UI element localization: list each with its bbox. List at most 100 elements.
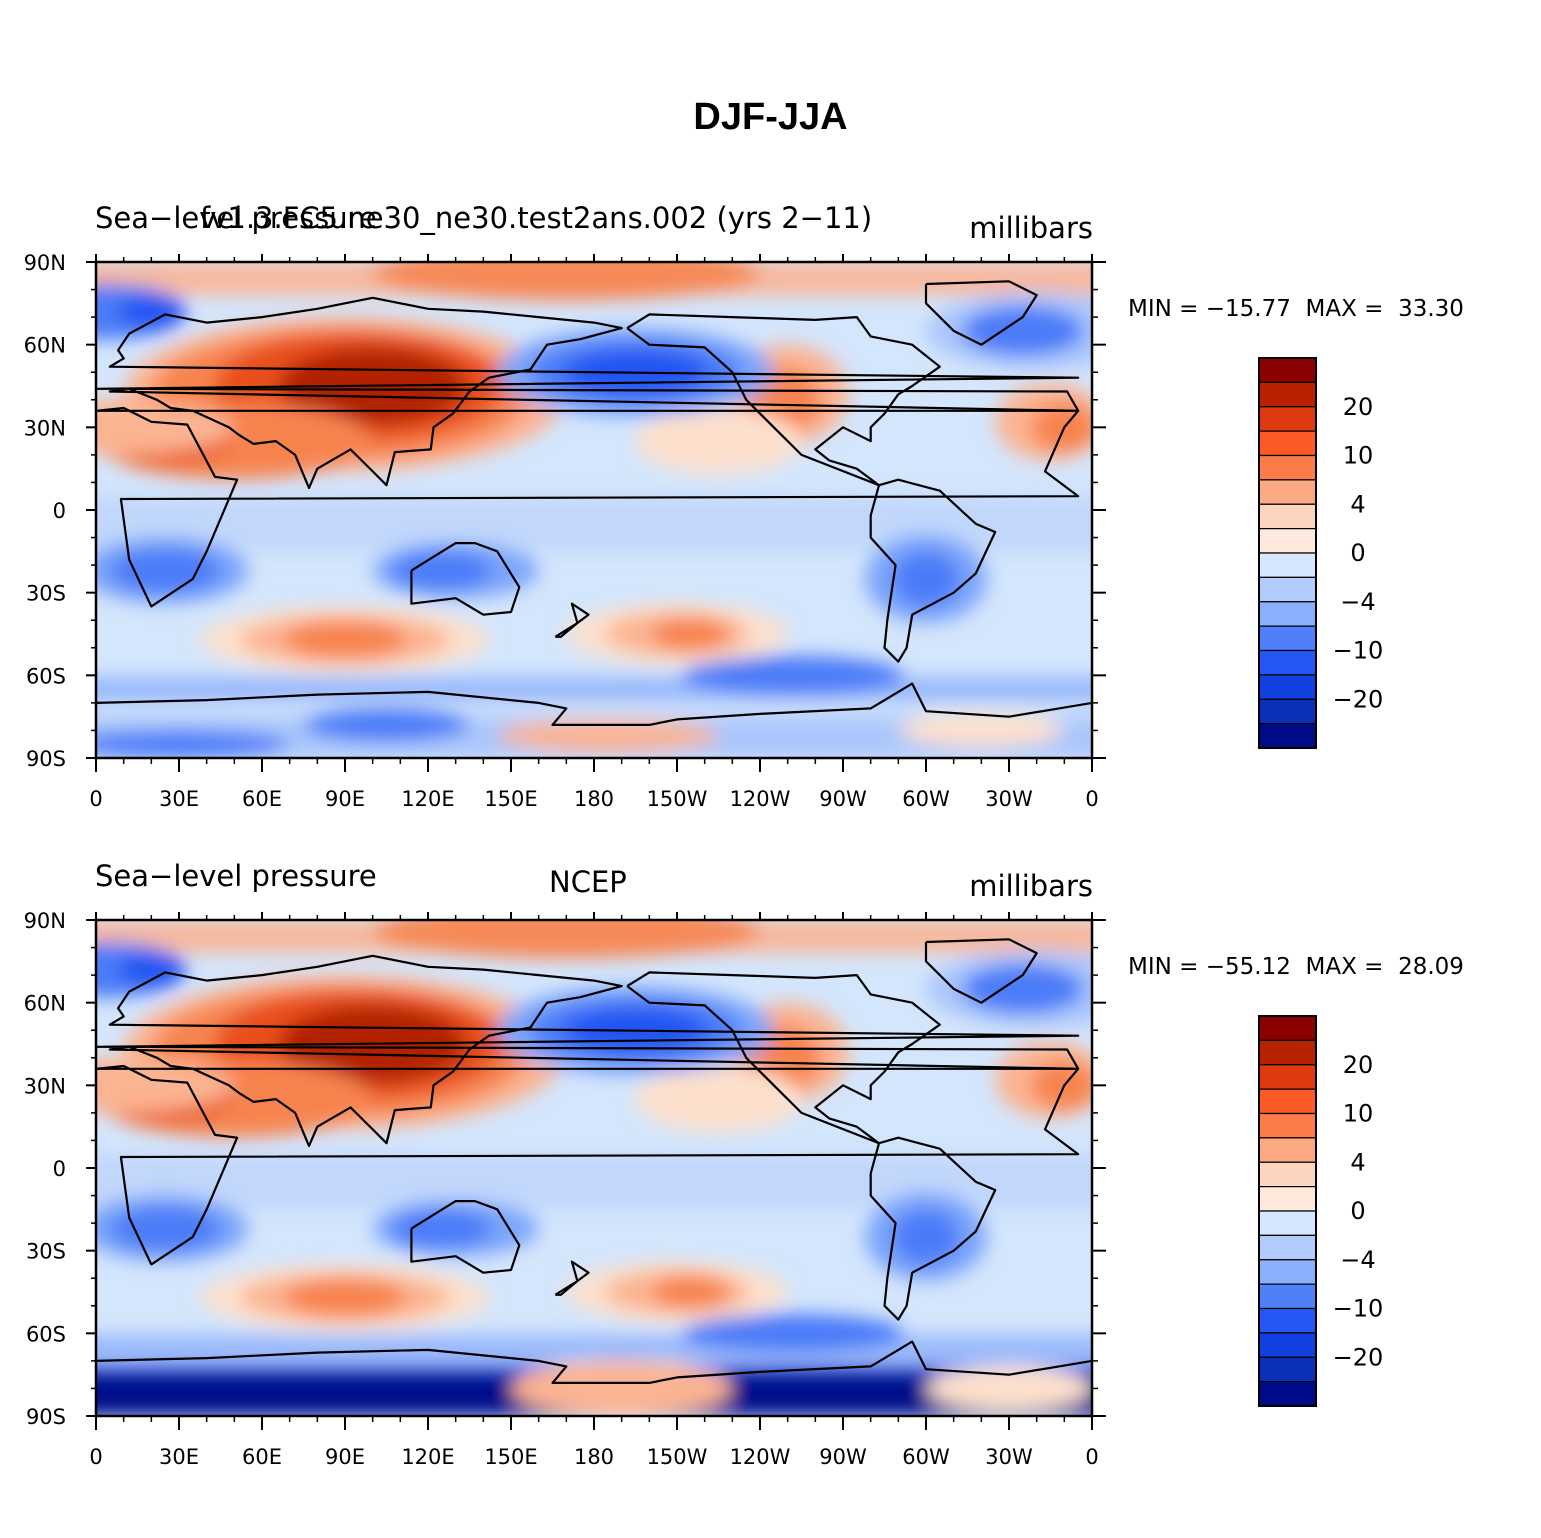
colorbar-label: 20: [1343, 1051, 1374, 1079]
contour-region: [372, 262, 760, 301]
lat-tick-label: 60N: [24, 334, 66, 358]
coastlines: [96, 280, 1092, 726]
contour-region: [392, 551, 492, 590]
lon-tick-label: 0: [1085, 1445, 1098, 1469]
lon-tick-label: 180: [574, 787, 614, 811]
colorbar: 20 10 4 0 −4 −10 −20: [1258, 357, 1384, 749]
colorbar-swatch: [1258, 1210, 1317, 1236]
coastline: [554, 602, 590, 638]
lon-tick-label: 90W: [819, 787, 867, 811]
lon-tick-label: 120E: [401, 1445, 454, 1469]
colorbar-swatch: [1258, 430, 1317, 457]
contour-region: [652, 1275, 730, 1309]
lat-tick-label: 0: [53, 499, 66, 523]
colorbar-swatch: [1258, 1112, 1317, 1139]
coastline: [96, 1340, 1092, 1384]
colorbar-swatch: [1258, 406, 1317, 432]
coastlines: [96, 938, 1092, 1384]
colorbar-label: 20: [1343, 393, 1374, 421]
contour-region: [898, 713, 1065, 747]
colorbar-swatch: [1258, 381, 1317, 408]
contour-region: [118, 295, 185, 329]
lon-tick-label: 30E: [159, 1445, 199, 1469]
lat-tick-label: 30N: [24, 1074, 66, 1098]
sea-level-pressure-map: 90N 60N 30N 0 30S 60S 90S 0 30E 60E 90E 120E 150E 180…: [24, 909, 1384, 1469]
units-label: millibars: [969, 211, 1093, 245]
colorbar-label: 0: [1350, 1197, 1365, 1225]
contour-region: [1031, 1060, 1092, 1111]
lon-tick-label: 150E: [484, 787, 537, 811]
contour-region: [1031, 402, 1092, 453]
lat-tick-label: 90N: [24, 909, 66, 933]
coastline: [96, 406, 1080, 608]
colorbar-swatch: [1258, 528, 1317, 554]
colorbar-swatch: [1258, 1332, 1317, 1358]
lon-tick-label: 150W: [647, 787, 708, 811]
contour-region: [961, 964, 1084, 1014]
lat-tick-label: 0: [53, 1157, 66, 1181]
lon-tick-label: 0: [89, 787, 102, 811]
contour-region: [682, 1314, 904, 1353]
colorbar-swatch: [1258, 723, 1317, 749]
lat-tick-label: 90S: [26, 747, 66, 771]
coastline: [410, 1200, 521, 1274]
colorbar-label: −10: [1333, 637, 1384, 665]
coastline: [410, 542, 521, 616]
case-label: fv1.3.FC5.ne30_ne30.test2ans.002 (yrs 2−…: [200, 201, 873, 235]
colorbar-swatch: [1258, 454, 1317, 481]
colorbar-label: 0: [1350, 539, 1365, 567]
contour-region: [652, 617, 730, 651]
contour-region: [511, 1360, 733, 1416]
colorbar-swatch: [1258, 357, 1317, 383]
colorbar-swatch: [1258, 1088, 1317, 1115]
contour-field: [96, 262, 1092, 758]
observation-panel: Sea−level pressure NCEP millibars MIN = …: [0, 848, 1541, 1508]
contour-region: [392, 1209, 492, 1248]
colorbar-label: 10: [1343, 442, 1374, 470]
min-max-label: MIN = −15.77 MAX = 33.30: [1128, 296, 1464, 322]
contour-region: [118, 953, 185, 987]
lon-tick-label: 60W: [902, 1445, 950, 1469]
colorbar-label: −10: [1333, 1295, 1384, 1323]
coastline: [96, 682, 1092, 726]
contour-region: [303, 708, 470, 742]
lon-tick-label: 60E: [242, 1445, 282, 1469]
contour-region: [96, 730, 290, 758]
lon-tick-label: 0: [1085, 787, 1098, 811]
contour-region: [682, 656, 904, 695]
colorbar-swatch: [1258, 601, 1317, 627]
colorbar-swatch: [1258, 1356, 1317, 1383]
colorbar-label: −20: [1333, 1343, 1384, 1371]
colorbar-swatch: [1258, 1234, 1317, 1261]
contour-region: [284, 620, 406, 659]
lat-tick-label: 30S: [26, 1240, 66, 1264]
colorbar-label: −4: [1340, 588, 1375, 616]
coastline: [626, 313, 941, 487]
colorbar-swatch: [1258, 552, 1317, 578]
colorbar-swatch: [1258, 1039, 1317, 1066]
min-max-label: MIN = −55.12 MAX = 28.09: [1128, 954, 1464, 980]
contour-region: [635, 1066, 802, 1133]
contour-region: [926, 1366, 1092, 1411]
lon-tick-label: 30E: [159, 787, 199, 811]
lon-tick-label: 90E: [325, 1445, 365, 1469]
lat-tick-label: 30N: [24, 416, 66, 440]
contour-region: [892, 551, 960, 607]
case-label: NCEP: [549, 865, 627, 899]
lon-tick-label: 90E: [325, 787, 365, 811]
coastline: [869, 1136, 997, 1321]
lon-tick-label: 60W: [902, 787, 950, 811]
colorbar: 20 10 4 0 −4 −10 −20: [1258, 1015, 1384, 1407]
colorbar-frame: [1258, 357, 1317, 749]
colorbar-label: 4: [1350, 490, 1365, 518]
coastline: [96, 296, 1080, 490]
contour-region: [284, 1278, 406, 1317]
colorbar-swatch: [1258, 1161, 1317, 1188]
figure-title: DJF-JJA: [693, 96, 848, 138]
colorbar-swatch: [1258, 1283, 1317, 1310]
contour-region: [892, 1209, 960, 1265]
lat-tick-label: 60S: [26, 664, 66, 688]
contour-region: [961, 306, 1084, 356]
lon-tick-label: 60E: [242, 787, 282, 811]
colorbar-swatch: [1258, 1137, 1317, 1163]
